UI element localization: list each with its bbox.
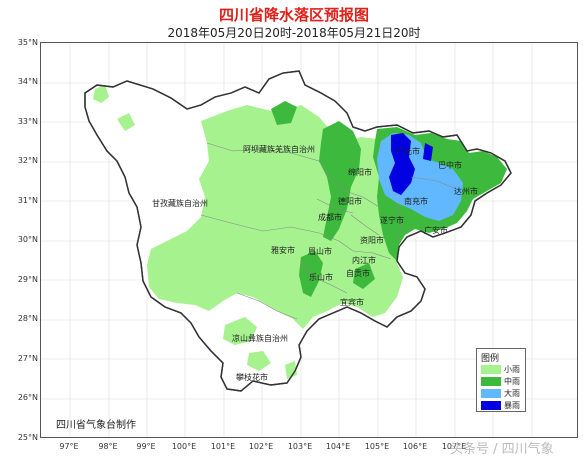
region-label-neijiang: 内江市: [352, 256, 376, 265]
region-label-deyang: 德阳市: [338, 197, 362, 206]
legend-item-light-rain: 小雨: [481, 364, 525, 375]
region-label-dazhou: 达州市: [454, 187, 478, 196]
lat-tick: 26°N: [17, 393, 38, 402]
lat-tick: 34°N: [17, 77, 38, 86]
lat-tick: 35°N: [17, 38, 38, 47]
lon-tick: 106°E: [402, 442, 428, 451]
region-label-guangyuan: 广元市: [396, 147, 420, 156]
map-title: 四川省降水落区预报图: [218, 6, 369, 24]
region-label-leshan: 乐山市: [309, 273, 333, 282]
lon-tick: 103°E: [287, 442, 313, 451]
lat-tick: 25°N: [17, 433, 38, 442]
region-label-bazhong: 巴中市: [438, 161, 462, 170]
lon-tick: 101°E: [210, 442, 236, 451]
lat-tick: 33°N: [17, 117, 38, 126]
region-label-zigong: 自贡市: [346, 269, 370, 278]
region-label-nanchong: 南充市: [404, 197, 428, 206]
region-label-ziyang: 资阳市: [360, 236, 384, 245]
prefecture-boundaries: [200, 142, 462, 320]
lat-tick: 31°N: [17, 196, 38, 205]
sichuan-map: [41, 43, 577, 437]
watermark: 头条号 / 四川气象: [450, 442, 554, 457]
lon-tick: 105°E: [364, 442, 390, 451]
region-label-ganzi: 甘孜藏族自治州: [152, 199, 208, 208]
legend-swatch: [481, 401, 501, 410]
lon-tick: 107°E: [441, 442, 467, 451]
region-label-panzhihua: 攀枝花市: [236, 373, 268, 382]
legend-label: 大雨: [504, 389, 520, 398]
legend-item-rainstorm: 暴雨: [481, 400, 525, 411]
lat-tick: 32°N: [17, 156, 38, 165]
forecast-period: 2018年05月20日20时-2018年05月21日20时: [167, 26, 421, 40]
lon-tick: 104°E: [325, 442, 351, 451]
lat-tick: 27°N: [17, 354, 38, 363]
region-label-aba: 阿坝藏族羌族自治州: [243, 145, 315, 154]
region-label-meishan: 眉山市: [308, 247, 332, 256]
legend-item-moderate-rain: 中雨: [481, 376, 525, 387]
lon-tick: 97°E: [59, 442, 79, 451]
legend-label: 小雨: [504, 365, 520, 374]
lat-tick: 30°N: [17, 235, 38, 244]
province-border: [84, 70, 512, 392]
lon-tick: 99°E: [136, 442, 156, 451]
legend-swatch: [481, 389, 501, 398]
lat-tick: 28°N: [17, 314, 38, 323]
rainstorm-area: [389, 133, 433, 195]
legend-title: 图例: [481, 354, 500, 364]
region-label-suining: 遂宁市: [380, 216, 404, 225]
legend: 图例 小雨 中雨 大雨 暴雨: [476, 348, 526, 412]
legend-swatch: [481, 377, 501, 386]
region-label-chengdu: 成都市: [318, 213, 342, 222]
lat-tick: 29°N: [17, 275, 38, 284]
legend-swatch: [481, 365, 501, 374]
producer-credit: 四川省气象台制作: [56, 420, 136, 431]
legend-label: 中雨: [504, 377, 520, 386]
region-label-guangan: 广安市: [424, 226, 448, 235]
legend-label: 暴雨: [504, 401, 520, 410]
lon-tick: 100°E: [171, 442, 197, 451]
region-label-liangshan: 凉山彝族自治州: [232, 334, 288, 343]
region-label-yaan: 雅安市: [271, 246, 295, 255]
legend-item-heavy-rain: 大雨: [481, 388, 525, 399]
map-frame: [40, 42, 578, 438]
lon-tick: 102°E: [248, 442, 274, 451]
region-label-yibin: 宜宾市: [340, 298, 364, 307]
lon-tick: 98°E: [98, 442, 118, 451]
region-label-mianyang: 绵阳市: [348, 168, 372, 177]
